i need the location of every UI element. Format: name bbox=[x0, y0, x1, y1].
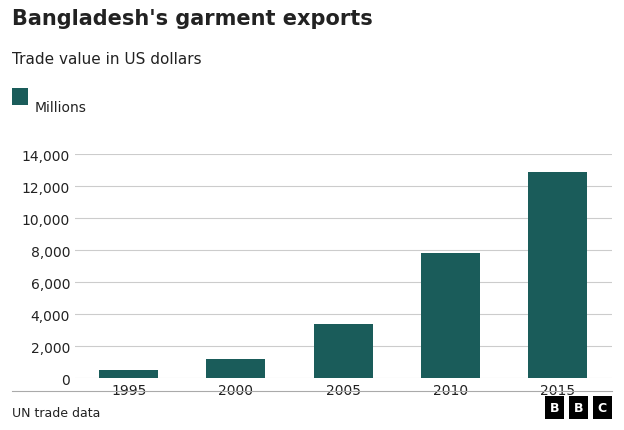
Text: B: B bbox=[573, 401, 583, 414]
Text: Bangladesh's garment exports: Bangladesh's garment exports bbox=[12, 9, 373, 28]
Bar bbox=[421, 254, 480, 378]
Bar bbox=[528, 172, 587, 378]
Bar bbox=[314, 324, 373, 378]
Bar bbox=[207, 359, 265, 378]
Text: Millions: Millions bbox=[34, 101, 86, 115]
Text: Trade value in US dollars: Trade value in US dollars bbox=[12, 52, 202, 67]
Text: UN trade data: UN trade data bbox=[12, 406, 101, 419]
Text: C: C bbox=[598, 401, 607, 414]
Text: B: B bbox=[550, 401, 560, 414]
Bar bbox=[99, 371, 158, 378]
